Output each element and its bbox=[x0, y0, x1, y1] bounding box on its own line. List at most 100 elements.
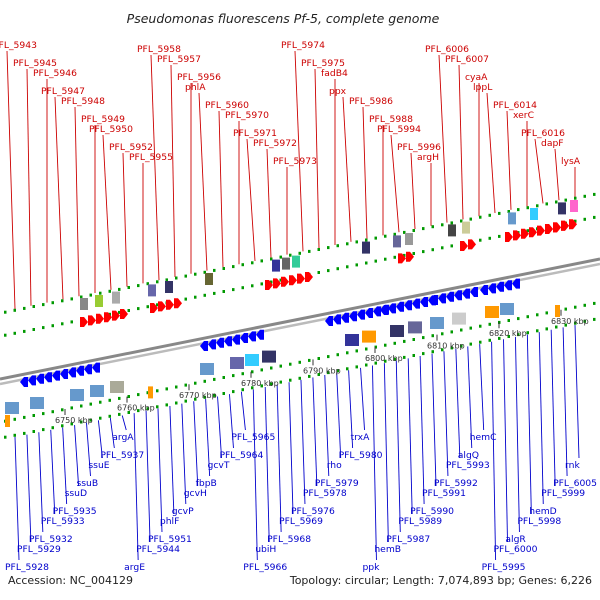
gene-label-pfl-5958[interactable]: PFL_5958 bbox=[137, 44, 181, 55]
gene-label-pfl-5972[interactable]: PFL_5972 bbox=[253, 138, 297, 149]
gene-label-pfl-5999[interactable]: PFL_5999 bbox=[541, 488, 585, 499]
gene-label-algr[interactable]: algR bbox=[505, 534, 526, 545]
gene-label-ubih[interactable]: ubiH bbox=[255, 544, 276, 555]
gene-label-pfl-6014[interactable]: PFL_6014 bbox=[493, 100, 537, 111]
forward-gene-arrow bbox=[88, 315, 96, 326]
gene-label-pfl-5996[interactable]: PFL_5996 bbox=[397, 142, 441, 153]
gene-label-pfl-5951[interactable]: PFL_5951 bbox=[148, 534, 192, 545]
gene-label-ssue[interactable]: ssuE bbox=[88, 460, 109, 471]
leader-line-hemb bbox=[383, 363, 389, 543]
gene-label-pfl-5949[interactable]: PFL_5949 bbox=[81, 114, 125, 125]
strand-dot bbox=[118, 396, 121, 400]
gene-label-pfl-6006[interactable]: PFL_6006 bbox=[425, 44, 469, 55]
gene-label-ppx[interactable]: ppx bbox=[329, 86, 347, 97]
gene-label-gcvt[interactable]: gcvT bbox=[208, 460, 230, 471]
gene-label-pfl-6000[interactable]: PFL_6000 bbox=[494, 544, 538, 555]
gene-label-ssud[interactable]: ssuD bbox=[65, 488, 87, 499]
gene-label-arga[interactable]: argA bbox=[112, 432, 134, 443]
gene-label-pfl-5975[interactable]: PFL_5975 bbox=[301, 58, 345, 69]
strand-dot bbox=[260, 384, 263, 388]
gene-label-pfl-6016[interactable]: PFL_6016 bbox=[521, 128, 565, 139]
leader-line-pfl-6006 bbox=[438, 54, 448, 223]
gene-label-pfl-5933[interactable]: PFL_5933 bbox=[41, 516, 85, 527]
gene-label-pfl-5976[interactable]: PFL_5976 bbox=[291, 506, 335, 517]
gene-label-xerc[interactable]: xerC bbox=[513, 110, 534, 121]
gene-label-ppk[interactable]: ppk bbox=[362, 562, 380, 573]
gene-label-pfl-5950[interactable]: PFL_5950 bbox=[89, 124, 133, 135]
gene-label-pfl-5989[interactable]: PFL_5989 bbox=[398, 516, 442, 527]
gene-label-pfl-5993[interactable]: PFL_5993 bbox=[446, 460, 490, 471]
gene-label-hemb[interactable]: hemB bbox=[374, 544, 401, 555]
gene-label-rnk[interactable]: rnk bbox=[565, 460, 580, 471]
gene-label-phla[interactable]: phlA bbox=[185, 82, 206, 93]
gene-label-gcvh[interactable]: gcvH bbox=[184, 488, 207, 499]
gene-label-argh[interactable]: argH bbox=[417, 152, 439, 163]
gene-label-fadb4[interactable]: fadB4 bbox=[321, 68, 348, 79]
gene-label-pfl-5932[interactable]: PFL_5932 bbox=[29, 534, 73, 545]
gene-label-rho[interactable]: rho bbox=[327, 460, 342, 471]
gene-label-pfl-5937[interactable]: PFL_5937 bbox=[100, 450, 144, 461]
gene-label-pfl-5944[interactable]: PFL_5944 bbox=[136, 544, 180, 555]
strand-dot bbox=[194, 272, 197, 276]
gene-label-algq[interactable]: algQ bbox=[458, 450, 479, 461]
gene-label-pfl-5992[interactable]: PFL_5992 bbox=[434, 478, 478, 489]
gene-label-pfl-5952[interactable]: PFL_5952 bbox=[109, 142, 153, 153]
gene-label-pfl-5991[interactable]: PFL_5991 bbox=[422, 488, 466, 499]
gene-label-pfl-5947[interactable]: PFL_5947 bbox=[41, 86, 85, 97]
leader-line-hemc bbox=[479, 344, 485, 431]
gene-label-pfl-5965[interactable]: PFL_5965 bbox=[231, 432, 275, 443]
strand-dot bbox=[99, 400, 102, 404]
gene-label-pfl-5987[interactable]: PFL_5987 bbox=[386, 534, 430, 545]
leader-line-pfl-5960 bbox=[218, 110, 224, 268]
gene-label-pfl-5973[interactable]: PFL_5973 bbox=[273, 156, 317, 167]
gene-label-hemd[interactable]: hemD bbox=[529, 506, 557, 517]
ruler-label-6760-kbp: 6760 kbp bbox=[117, 404, 155, 413]
strand-dot bbox=[251, 261, 254, 265]
gene-label-gcvp[interactable]: gcvP bbox=[172, 506, 194, 517]
gene-label-pfl-5948[interactable]: PFL_5948 bbox=[61, 96, 105, 107]
strand-dot bbox=[393, 232, 396, 236]
gene-label-pfl-5943[interactable]: PFL_5943 bbox=[0, 40, 37, 51]
strand-dot bbox=[526, 229, 529, 233]
gene-label-pfl-6005[interactable]: PFL_6005 bbox=[553, 478, 597, 489]
gene-label-pfl-5960[interactable]: PFL_5960 bbox=[205, 100, 249, 111]
gene-label-hemc[interactable]: hemC bbox=[470, 432, 497, 443]
gene-label-pfl-5970[interactable]: PFL_5970 bbox=[225, 110, 269, 121]
gene-label-lppl[interactable]: lppL bbox=[473, 82, 493, 93]
gene-label-lysa[interactable]: lysA bbox=[561, 156, 581, 167]
gene-label-pfl-5990[interactable]: PFL_5990 bbox=[410, 506, 454, 517]
gene-label-pfl-5945[interactable]: PFL_5945 bbox=[13, 58, 57, 69]
gene-label-ssub[interactable]: ssuB bbox=[76, 478, 98, 489]
gene-label-pfl-5979[interactable]: PFL_5979 bbox=[315, 478, 359, 489]
gene-label-pfl-5978[interactable]: PFL_5978 bbox=[303, 488, 347, 499]
gene-label-pfl-5946[interactable]: PFL_5946 bbox=[33, 68, 77, 79]
gene-label-arge[interactable]: argE bbox=[124, 562, 145, 573]
gene-label-pfl-5929[interactable]: PFL_5929 bbox=[17, 544, 61, 555]
gene-label-pfl-5957[interactable]: PFL_5957 bbox=[157, 54, 201, 65]
gene-label-pfl-5971[interactable]: PFL_5971 bbox=[233, 128, 277, 139]
gene-label-pfl-5956[interactable]: PFL_5956 bbox=[177, 72, 221, 83]
gene-label-pfl-5928[interactable]: PFL_5928 bbox=[5, 562, 49, 573]
gene-label-pfl-5980[interactable]: PFL_5980 bbox=[339, 450, 383, 461]
gene-label-trxa[interactable]: trxA bbox=[351, 432, 371, 443]
gene-label-pfl-5964[interactable]: PFL_5964 bbox=[219, 450, 263, 461]
gene-label-phlf[interactable]: phlF bbox=[160, 516, 180, 527]
gene-label-cyaa[interactable]: cyaA bbox=[465, 72, 488, 83]
reverse-gene-arrow bbox=[333, 314, 341, 325]
gene-label-pfl-5968[interactable]: PFL_5968 bbox=[267, 534, 311, 545]
gene-label-dapf[interactable]: dapF bbox=[541, 138, 564, 149]
gene-label-pfl-5986[interactable]: PFL_5986 bbox=[349, 96, 393, 107]
leader-line-pfl-5933 bbox=[50, 429, 56, 515]
gene-label-pfl-5995[interactable]: PFL_5995 bbox=[482, 562, 526, 573]
gene-label-pfl-5969[interactable]: PFL_5969 bbox=[279, 516, 323, 527]
gene-label-pfl-5955[interactable]: PFL_5955 bbox=[129, 152, 173, 163]
gene-label-pfl-5935[interactable]: PFL_5935 bbox=[53, 506, 97, 517]
reverse-gene-arrow bbox=[224, 336, 232, 347]
gene-label-pfl-5988[interactable]: PFL_5988 bbox=[369, 114, 413, 125]
gene-label-pfl-5994[interactable]: PFL_5994 bbox=[377, 124, 421, 135]
gene-label-pfl-5966[interactable]: PFL_5966 bbox=[243, 562, 287, 573]
gene-label-pfl-5998[interactable]: PFL_5998 bbox=[517, 516, 561, 527]
gene-label-pfl-5974[interactable]: PFL_5974 bbox=[281, 40, 325, 51]
gene-label-pfl-6007[interactable]: PFL_6007 bbox=[445, 54, 489, 65]
gene-label-fbpb[interactable]: fbpB bbox=[196, 478, 217, 489]
